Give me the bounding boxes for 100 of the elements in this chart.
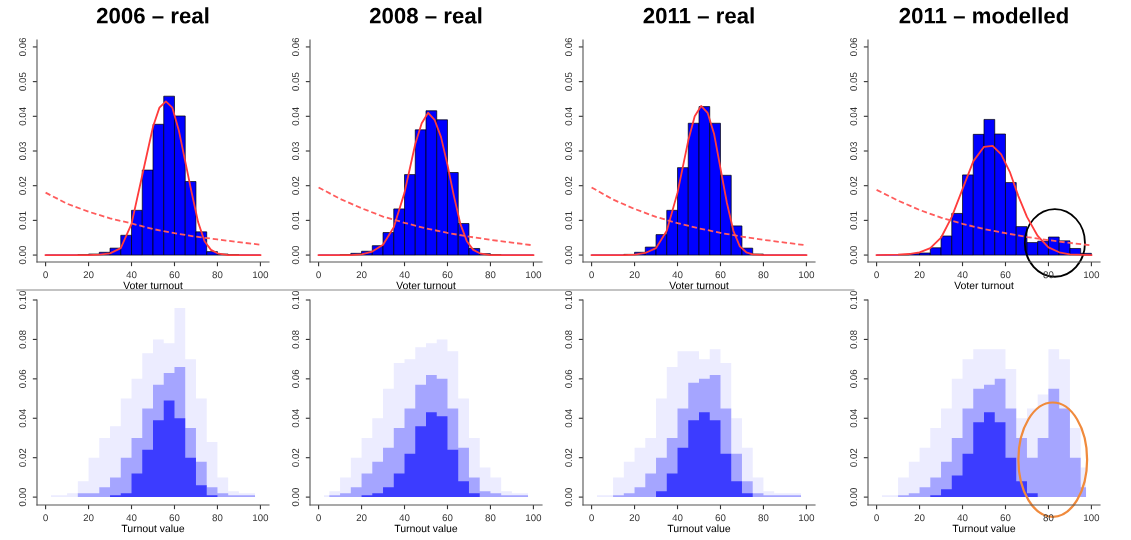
x-tick-label: 0	[316, 271, 321, 279]
y-tick-label: 0.02	[850, 448, 858, 467]
x-tick-label: 60	[715, 271, 726, 279]
y-tick-label: 0.05	[292, 72, 300, 91]
x-tick-label: 100	[799, 514, 815, 522]
y-tick-label: 0.08	[292, 330, 300, 349]
x-tick-label: 60	[715, 514, 726, 522]
y-tick-label: 0.04	[19, 409, 27, 428]
y-tick-label: 0.04	[19, 107, 27, 126]
x-tick-label: 0	[43, 514, 48, 522]
y-tick-label: 0.06	[19, 369, 27, 388]
x-tick-label: 0	[589, 271, 594, 279]
y-tick-label: 0.00	[850, 488, 858, 507]
x-axis-title: Voter turnout	[954, 281, 1014, 290]
y-tick-label: 0.08	[19, 330, 27, 349]
x-tick-label: 40	[957, 271, 968, 279]
y-tick-label: 0.00	[292, 488, 300, 507]
y-tick-label: 0.05	[565, 72, 573, 91]
x-tick-label: 80	[1043, 271, 1054, 279]
y-tick-label: 0.00	[565, 245, 573, 265]
chart-title: 2006 – real	[96, 7, 209, 24]
y-tick-label: 0.06	[850, 369, 858, 388]
y-tick-label: 0.01	[850, 211, 858, 230]
x-tick-label: 80	[485, 514, 496, 522]
y-tick-label: 0.05	[850, 72, 858, 91]
x-tick-label: 40	[126, 271, 137, 279]
x-tick-label: 60	[169, 514, 180, 522]
y-tick-label: 0.05	[19, 72, 27, 91]
x-tick-label: 60	[442, 514, 453, 522]
x-tick-label: 40	[672, 514, 683, 522]
y-tick-label: 0.03	[565, 141, 573, 161]
x-axis-title: Voter turnout	[396, 281, 456, 290]
x-tick-label: 20	[629, 514, 640, 522]
x-tick-label: 20	[356, 514, 367, 522]
y-tick-label: 0.10	[292, 290, 300, 310]
y-tick-label: 0.04	[292, 107, 300, 126]
x-tick-label: 20	[629, 271, 640, 279]
y-tick-label: 0.10	[19, 290, 27, 310]
x-axis-title: Turnout value	[667, 524, 731, 533]
x-axis-title: Turnout value	[121, 524, 185, 533]
x-tick-label: 100	[799, 271, 815, 279]
x-tick-label: 80	[485, 271, 496, 279]
x-axis-title: Voter turnout	[123, 281, 183, 290]
y-tick-label: 0.02	[565, 176, 573, 195]
y-tick-label: 0.04	[565, 107, 573, 126]
y-tick-label: 0.02	[19, 448, 27, 467]
chart-title: 2011 – modelled	[899, 7, 1068, 24]
x-tick-label: 40	[399, 271, 410, 279]
y-tick-label: 0.04	[850, 107, 858, 126]
y-tick-label: 0.03	[19, 141, 27, 161]
x-tick-label: 0	[589, 514, 594, 522]
x-tick-label: 40	[126, 514, 137, 522]
y-tick-label: 0.01	[292, 211, 300, 230]
x-tick-label: 80	[212, 514, 223, 522]
x-tick-label: 20	[356, 271, 367, 279]
chart-title: 2011 – real	[643, 7, 754, 24]
x-tick-label: 20	[83, 514, 94, 522]
x-tick-label: 20	[83, 271, 94, 279]
x-tick-label: 0	[316, 514, 321, 522]
x-tick-label: 100	[253, 271, 269, 279]
y-tick-label: 0.10	[850, 290, 858, 310]
x-axis-title: Voter turnout	[669, 281, 729, 290]
y-tick-label: 0.02	[850, 176, 858, 195]
y-tick-label: 0.08	[850, 330, 858, 349]
y-tick-label: 0.00	[292, 245, 300, 265]
x-tick-label: 100	[1084, 271, 1100, 279]
y-tick-label: 0.02	[292, 176, 300, 195]
y-tick-label: 0.06	[292, 37, 300, 57]
y-tick-label: 0.08	[565, 330, 573, 349]
x-tick-label: 60	[169, 271, 180, 279]
x-tick-label: 40	[399, 514, 410, 522]
x-tick-label: 80	[758, 271, 769, 279]
x-tick-label: 100	[526, 514, 542, 522]
x-tick-label: 40	[672, 271, 683, 279]
x-tick-label: 60	[1000, 271, 1011, 279]
y-tick-label: 0.06	[850, 37, 858, 57]
x-tick-label: 60	[1000, 514, 1011, 522]
y-tick-label: 0.04	[292, 409, 300, 428]
x-tick-label: 100	[526, 271, 542, 279]
y-tick-label: 0.01	[565, 211, 573, 230]
y-tick-label: 0.04	[850, 409, 858, 428]
chart-title: 2008 – real	[369, 7, 482, 24]
x-tick-label: 80	[758, 514, 769, 522]
y-tick-label: 0.06	[292, 369, 300, 388]
y-tick-label: 0.00	[850, 245, 858, 265]
y-tick-label: 0.02	[19, 176, 27, 195]
y-tick-label: 0.03	[850, 141, 858, 161]
x-tick-label: 80	[212, 271, 223, 279]
x-tick-label: 20	[914, 271, 925, 279]
x-tick-label: 20	[914, 514, 925, 522]
x-axis-title: Turnout value	[952, 524, 1016, 533]
x-tick-label: 100	[1084, 514, 1100, 522]
x-tick-label: 60	[442, 271, 453, 279]
y-tick-label: 0.03	[292, 141, 300, 161]
y-tick-label: 0.06	[19, 37, 27, 57]
x-tick-label: 0	[874, 271, 879, 279]
y-tick-label: 0.02	[292, 448, 300, 467]
y-tick-label: 0.00	[565, 488, 573, 507]
y-tick-label: 0.06	[565, 369, 573, 388]
y-tick-label: 0.10	[565, 290, 573, 310]
